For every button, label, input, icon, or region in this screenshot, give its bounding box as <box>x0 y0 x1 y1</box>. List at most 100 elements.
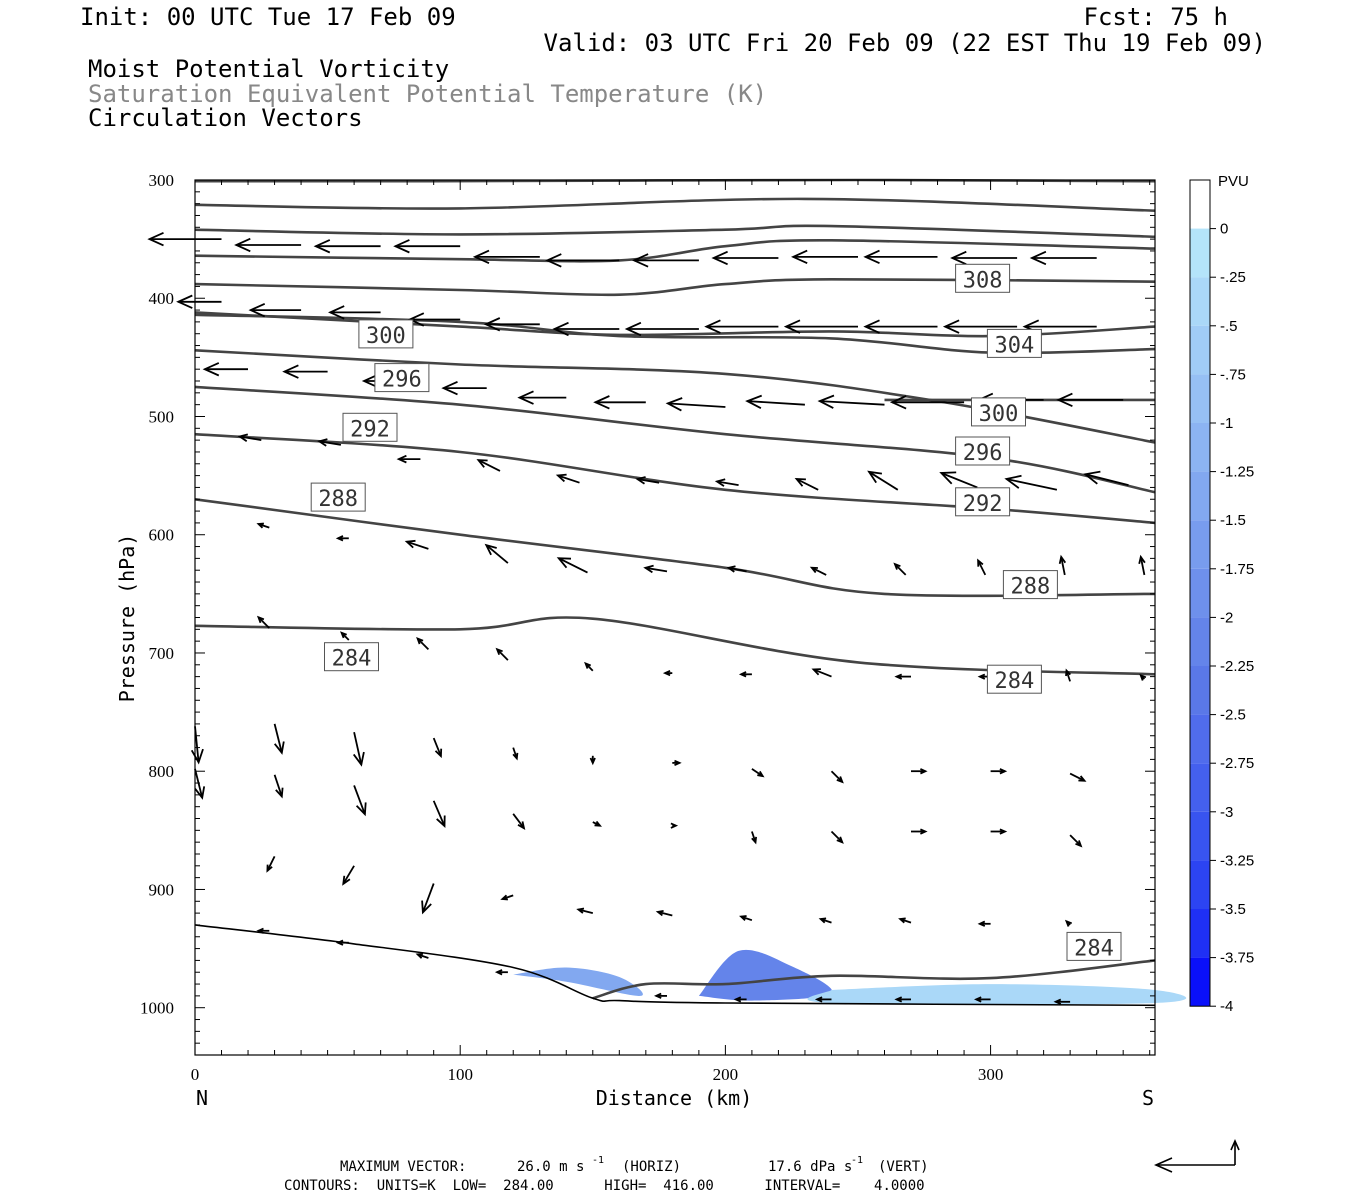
contour-label-box <box>374 363 430 393</box>
circulation-vector <box>942 319 1018 334</box>
vector-head <box>867 470 883 484</box>
vector-shaft <box>819 400 885 406</box>
field-title-vectors: Circulation Vectors <box>88 104 363 132</box>
contour-label: 300 <box>971 397 1026 427</box>
circulation-vector <box>894 673 911 680</box>
circulation-vector <box>726 565 747 573</box>
colorbar-label: -.25 <box>1220 269 1246 286</box>
x-axis-right-label: S <box>1142 1086 1154 1110</box>
circulation-vector <box>990 768 1008 775</box>
colorbar-swatch <box>1190 520 1210 569</box>
vector-head <box>1058 554 1067 564</box>
vector-head <box>893 562 901 570</box>
vector-head <box>738 671 747 678</box>
theta-e-contour-13 <box>194 498 1156 598</box>
vector-shaft <box>353 732 363 765</box>
contour-label-box <box>986 664 1042 694</box>
circulation-vector <box>234 237 302 253</box>
vector-head <box>999 768 1008 775</box>
vector-shaft <box>557 474 580 484</box>
circulation-vector <box>704 319 779 334</box>
vector-head <box>942 319 960 334</box>
vector-head <box>745 394 763 409</box>
contour-label: 296 <box>955 436 1011 466</box>
circulation-vector <box>317 438 342 447</box>
circulation-vector <box>202 362 248 377</box>
circulation-vector <box>500 894 514 901</box>
circulation-vector <box>814 996 832 1003</box>
circulation-vector <box>739 915 753 922</box>
field-title-mpv: Moist Potential Vorticity <box>88 55 449 83</box>
colorbar-label: -2.75 <box>1220 755 1254 772</box>
vector-shaft <box>1085 473 1129 486</box>
circulation-vector <box>783 319 858 334</box>
vector-head <box>920 768 928 775</box>
circulation-vector <box>711 250 779 266</box>
vector-head <box>556 557 572 569</box>
vector-head <box>711 250 728 266</box>
max-vector-vert-suffix: (VERT) <box>878 1159 929 1175</box>
init-time-label: Init: 00 UTC Tue 17 Feb 09 <box>80 3 456 31</box>
vector-head <box>415 953 424 959</box>
vector-shaft <box>813 668 832 678</box>
vector-head <box>256 522 264 529</box>
x-tick-label: 0 <box>191 1065 200 1084</box>
vector-head <box>494 969 503 976</box>
contour-label-text: 308 <box>963 268 1003 293</box>
contour-label-text: 288 <box>1011 575 1051 600</box>
circulation-vector <box>176 294 222 309</box>
circulation-vector <box>863 249 938 265</box>
vector-shaft <box>830 770 843 783</box>
y-tick-label: 800 <box>149 762 175 781</box>
contour-label-text: 284 <box>1074 936 1114 961</box>
vector-head <box>898 917 906 924</box>
circulation-vector <box>745 394 805 409</box>
vector-head <box>783 319 801 334</box>
circulation-vector <box>1069 772 1087 782</box>
circulation-vector <box>791 249 858 265</box>
colorbar-label: 0 <box>1220 221 1228 238</box>
circulation-vector <box>818 917 832 924</box>
circulation-vector <box>631 253 699 268</box>
vector-head <box>631 253 649 268</box>
circulation-vector <box>352 732 365 767</box>
vector-shaft <box>512 813 525 829</box>
contour-label-box <box>358 319 414 349</box>
colorbar-swatch <box>1190 180 1210 229</box>
circulation-vector <box>974 996 991 1003</box>
vector-shaft <box>1060 556 1066 576</box>
x-tick-label: 100 <box>447 1065 473 1084</box>
circulation-vector <box>751 768 765 778</box>
max-vector-vert-value: 17.6 dPa s <box>768 1159 852 1175</box>
colorbar-swatch <box>1190 909 1210 958</box>
circulation-vector <box>1056 392 1124 408</box>
vector-head <box>483 317 501 332</box>
vector-head <box>256 927 264 934</box>
contour-label-text: 284 <box>332 647 372 672</box>
vector-head <box>404 539 416 549</box>
vector-head <box>863 319 880 334</box>
colorbar-label: -3.75 <box>1220 950 1254 967</box>
vector-head <box>1064 919 1073 927</box>
circulation-vector <box>665 397 726 412</box>
vector-shaft <box>894 563 907 576</box>
vector-head <box>889 395 907 410</box>
circulation-vector <box>495 647 509 661</box>
circulation-vector <box>809 566 827 576</box>
contour-label: 304 <box>986 328 1042 358</box>
vector-shaft <box>667 402 726 408</box>
terrain-surface <box>194 924 1156 1007</box>
vector-head <box>512 752 519 761</box>
vector-head <box>643 564 654 574</box>
vector-head <box>704 319 721 334</box>
vector-shaft <box>977 560 987 576</box>
vector-shaft <box>716 480 739 486</box>
vector-shaft <box>645 566 668 573</box>
circulation-vector <box>335 535 349 542</box>
vector-head <box>1029 250 1047 266</box>
contours-info: CONTOURS: UNITS=K LOW= 284.00 HIGH= 416.… <box>284 1178 925 1194</box>
colorbar-swatch <box>1190 374 1210 423</box>
colorbar-swatch <box>1190 714 1210 764</box>
vector-head <box>1056 392 1073 408</box>
circulation-vector <box>342 865 355 886</box>
